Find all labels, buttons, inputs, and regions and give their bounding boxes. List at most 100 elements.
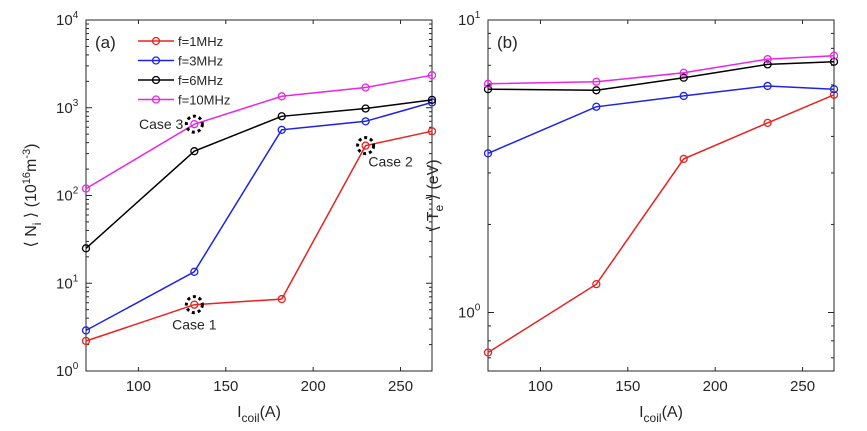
y-label-bra: ⟨: [23, 237, 40, 248]
y-tick-exponent: 3: [73, 98, 79, 109]
data-point: [190, 120, 199, 129]
y-tick-exponent: 0: [475, 303, 481, 314]
legend-marker: [151, 56, 161, 65]
data-point: [81, 184, 91, 193]
x-tick-label: 150: [615, 378, 640, 395]
y-tick-exponent: 4: [73, 10, 79, 21]
data-point: [679, 73, 688, 82]
series-line: [487, 60, 835, 92]
y-tick-exponent: 0: [73, 361, 79, 372]
annotation-label: Case 2: [368, 154, 413, 170]
data-point: [763, 60, 772, 69]
y-tick-exponent: 1: [475, 10, 481, 21]
data-point: [190, 267, 199, 276]
legend-marker: [151, 75, 161, 85]
x-tick-label: 100: [528, 378, 553, 395]
data-point: [277, 294, 286, 304]
y-label-unit: (eV): [425, 159, 442, 189]
data-point: [829, 51, 839, 60]
y-tick-exponent: 1: [73, 273, 79, 284]
y-label-bra: ⟨: [425, 221, 442, 231]
y-tick-exponent: 2: [73, 186, 79, 197]
plot-frame: [487, 19, 835, 372]
y-label-sub: e: [432, 204, 446, 211]
legend-label: f=10MHz: [178, 93, 230, 108]
panel-a-chart: 100 150 200 250100101102103104(a)Icoil(A)⟨ …: [21, 10, 437, 425]
panel-label: (a): [95, 33, 116, 52]
x-label-unit: (A): [662, 404, 683, 421]
y-tick-base: 10: [56, 275, 73, 292]
data-point: [427, 95, 437, 105]
annotation-marker: [356, 136, 376, 156]
data-point: [679, 68, 688, 77]
x-tick-label: 200: [301, 378, 326, 395]
y-label-unit-exp2: -3: [21, 149, 33, 159]
y-tick-label: 100: [458, 303, 481, 322]
data-point: [679, 91, 688, 101]
data-point: [829, 57, 839, 66]
legend-label: f=3MHz: [178, 54, 223, 69]
y-tick-label: 101: [458, 10, 481, 29]
y-tick-base: 10: [458, 305, 475, 322]
panel-label: (b): [497, 33, 518, 52]
series-line: [85, 99, 433, 249]
y-label-unit-post: ): [23, 144, 40, 149]
y-axis-label: ⟨ Ni ⟩ (1016m-3): [21, 144, 44, 248]
y-label-sub: i: [30, 223, 44, 226]
series-line: [487, 94, 835, 354]
data-point: [361, 83, 370, 92]
y-label-ket: ⟩: [23, 207, 40, 222]
data-point: [427, 98, 437, 107]
annotation-label: Case 1: [172, 317, 217, 333]
series-line: [85, 101, 433, 332]
data-point: [81, 244, 91, 253]
series-line: [487, 85, 835, 155]
legend-label: f=6MHz: [178, 73, 223, 88]
data-point: [592, 280, 601, 289]
legend-label: f=1MHz: [178, 34, 223, 49]
x-label-unit: (A): [260, 404, 281, 421]
y-label-unit-exp: 16: [21, 172, 33, 184]
data-point: [592, 102, 601, 111]
y-label-main: T: [425, 211, 442, 221]
data-point: [190, 147, 199, 156]
data-point: [592, 77, 601, 86]
y-label-unit-pre: (10: [23, 184, 40, 207]
data-point: [483, 85, 493, 94]
data-point: [829, 90, 839, 99]
x-label-sub: coil: [644, 411, 662, 425]
y-tick-base: 10: [56, 12, 73, 29]
data-point: [483, 79, 493, 88]
x-axis-label: Icoil(A): [639, 404, 683, 425]
data-point: [763, 54, 772, 64]
data-point: [81, 336, 91, 346]
data-point: [763, 118, 772, 128]
data-point: [829, 85, 839, 94]
data-point: [277, 112, 286, 121]
x-label-main: I: [237, 404, 241, 421]
y-label-ket: ⟩: [425, 190, 442, 205]
legend-marker: [151, 36, 161, 46]
y-tick-label: 101: [56, 273, 79, 292]
y-tick-base: 10: [458, 12, 475, 29]
y-tick-base: 10: [56, 100, 73, 117]
y-tick-base: 10: [56, 188, 73, 205]
data-point: [763, 81, 772, 91]
data-point: [277, 125, 286, 134]
y-tick-label: 103: [56, 98, 79, 117]
data-point: [592, 86, 601, 95]
y-label-main: N: [23, 225, 40, 237]
x-tick-label: 200: [703, 378, 728, 395]
annotation-marker: [184, 114, 204, 134]
y-tick-label: 104: [56, 10, 79, 29]
data-point: [361, 141, 370, 150]
series-line: [85, 130, 433, 342]
annotation-marker: [184, 295, 204, 315]
data-point: [427, 71, 437, 80]
x-label-sub: coil: [242, 411, 260, 425]
data-point: [679, 154, 688, 164]
annotation-label: Case 3: [139, 116, 184, 132]
data-point: [190, 300, 199, 309]
